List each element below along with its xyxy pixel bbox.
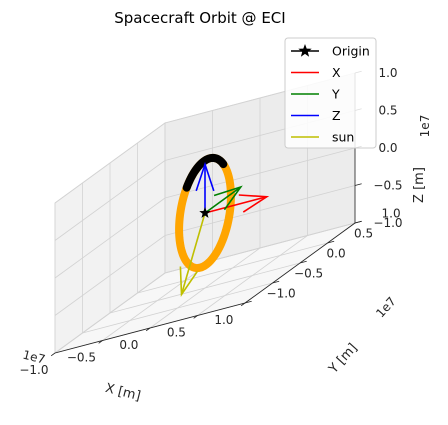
x-tick-mark (98, 340, 103, 344)
x-tick-label: 0.0 (119, 338, 138, 352)
y-tick-label: 0.0 (327, 247, 346, 261)
z-tick-label: 1.0 (378, 66, 397, 80)
legend-label-y: Y (331, 87, 340, 102)
x-vector-line (204, 195, 267, 214)
z-scale-text: 1e7 (418, 115, 432, 138)
sun-vector-line (180, 212, 206, 295)
y-tick-label: −0.5 (294, 267, 323, 281)
z-tick-label: −1.0 (373, 216, 402, 230)
y-scale-text: 1e7 (373, 294, 399, 320)
x-tick-label: 0.5 (167, 325, 186, 339)
grid-floor-y (137, 242, 328, 294)
chart-title: Spacecraft Orbit @ ECI (114, 9, 285, 27)
y-vector-head (213, 185, 243, 211)
y-tick-mark (299, 260, 307, 264)
grid-floor-y (109, 262, 301, 314)
y-tick-mark (327, 240, 335, 244)
orbit-trace-shadow (182, 153, 228, 192)
x-tick-mark (145, 327, 151, 332)
grid-left-z (54, 122, 166, 204)
z-tick-mark (354, 183, 362, 186)
x-axis-label: X [m] (104, 381, 142, 404)
legend-box (284, 37, 377, 149)
x-scale-text: 1e7 (21, 348, 46, 367)
legend-label-sun: sun (332, 130, 354, 145)
y-tick-mark (354, 220, 362, 224)
x-vector-head (238, 194, 270, 213)
legend-label-origin: Origin (332, 44, 370, 59)
z-tick-label: 0.0 (378, 141, 397, 155)
y-axis-label: Y [m] (325, 341, 360, 378)
legend-label-z: Z (332, 108, 341, 123)
grid-left-z (54, 160, 166, 241)
y-tick-mark (272, 280, 280, 284)
y-tick-label: 0.5 (354, 227, 373, 241)
sun-vector-head (179, 266, 198, 297)
x-tick-label: −1.0 (19, 363, 48, 377)
grid-floor-x (197, 235, 308, 316)
x-tick-mark (193, 315, 198, 319)
origin-marker (199, 207, 211, 218)
tick-labels: −1.0 −1.0 −1.0 −0.5 −0.5 −0.5 0.0 0.0 0.0 0.5 0.5 0… (19, 66, 402, 377)
z-tick-label: −0.5 (373, 179, 402, 193)
x-tick-label: −0.5 (67, 350, 96, 364)
x-tick-mark (240, 302, 246, 307)
y-vector-line (204, 186, 242, 214)
y-tick-label: −1.0 (267, 287, 296, 301)
legend-marker-origin (298, 44, 312, 57)
y-tick-mark (244, 300, 252, 304)
legend-label-x: X (332, 65, 341, 80)
data-layer (175, 153, 270, 297)
x-tick-label: 1.0 (214, 313, 233, 327)
z-tick-label: 0.5 (378, 104, 397, 118)
z-axis-label: Z [m] (412, 167, 427, 203)
grid-left-z (54, 197, 166, 279)
y-tick-label: 1.0 (382, 207, 401, 221)
z-vector-head (195, 161, 215, 192)
x-tick-mark (50, 352, 56, 357)
